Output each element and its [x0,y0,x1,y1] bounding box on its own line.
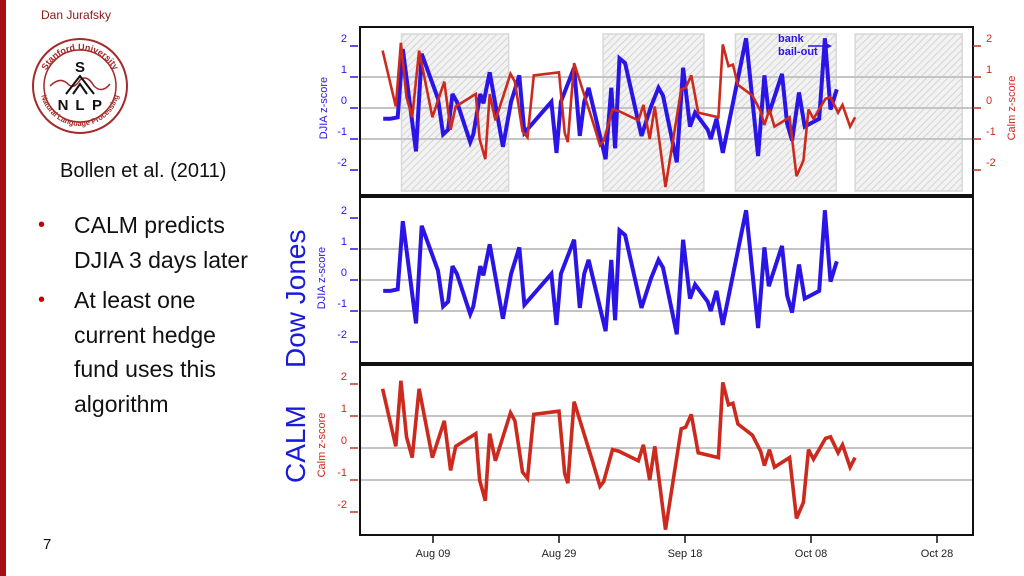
y-tick-label: -2 [337,157,347,169]
y-tick-label: 1 [341,64,347,76]
y-tick-label: -2 [337,499,347,511]
y-axis-label-calm: Calm z-score [1006,76,1018,141]
logo-letter-s: S [75,59,85,76]
bullet-text: At least one current hedge fund uses thi… [74,287,216,417]
y-tick-label: 1 [341,236,347,248]
bullet-icon: • [38,214,46,236]
y-tick-label: 2 [341,33,347,45]
y-tick-label: 2 [341,371,347,383]
bullet-text: CALM predicts DJIA 3 days later [74,212,248,273]
citation: Bollen et al. (2011) [60,160,227,182]
x-tick-label: Oct 08 [795,548,827,560]
y-tick-label: -1 [337,126,347,138]
annotation-text: bank [778,33,805,45]
arrow-head-icon [825,42,832,50]
logo-inner-ring [43,49,117,123]
y-tick-label: 0 [341,267,347,279]
y-axis-label-djia: DJIA z-score [316,247,328,309]
panel-frame [359,26,974,196]
y-tick-label: 1 [341,403,347,415]
bullet-list: • CALM predicts DJIA 3 days later • At lea… [30,208,260,427]
y-tick-label: 2 [986,33,992,45]
y-tick-label: 0 [986,95,992,107]
bullet-item: • At least one current hedge fund uses th… [30,283,260,421]
y-tick-label: -1 [337,467,347,479]
accent-bar [0,0,6,576]
annotation-text: bail-out [778,46,818,58]
logo-outer-ring [32,38,128,134]
author-name: Dan Jurafsky [41,8,112,22]
logo-letter-l: L [75,97,84,114]
y-tick-label: -2 [986,157,996,169]
x-tick-label: Aug 29 [542,548,577,560]
x-tick-label: Sep 18 [668,548,703,560]
y-tick-label: 0 [341,435,347,447]
djia-series-line [383,209,839,335]
calm-series-line [380,380,857,530]
y-tick-label: -1 [337,298,347,310]
logo-wave-icon [49,77,111,91]
panel-frame [359,364,974,536]
y-tick-label: 0 [341,95,347,107]
y-axis-label-calm: Calm z-score [316,413,328,478]
stanford-nlp-logo: Stanford University Natural Language Pro… [32,38,128,134]
calm-series-line-overlay [381,42,857,188]
logo-mountain-icon [65,74,95,95]
page-number: 7 [43,536,52,553]
x-tick-label: Aug 09 [416,548,451,560]
y-tick-label: -2 [337,329,347,341]
logo-letter-p: P [92,97,102,114]
y-axis-label-djia: DJIA z-score [318,77,330,139]
logo-letter-n: N [58,97,69,114]
bullet-icon: • [38,289,46,311]
djia-series-line-overlay [383,37,839,163]
shaded-period [854,33,963,192]
y-tick-label: -1 [986,126,996,138]
y-tick-label: 1 [986,64,992,76]
bullet-item: • CALM predicts DJIA 3 days later [30,208,260,277]
x-tick-label: Oct 28 [921,548,953,560]
panel-frame [359,196,974,364]
y-tick-label: 2 [341,205,347,217]
